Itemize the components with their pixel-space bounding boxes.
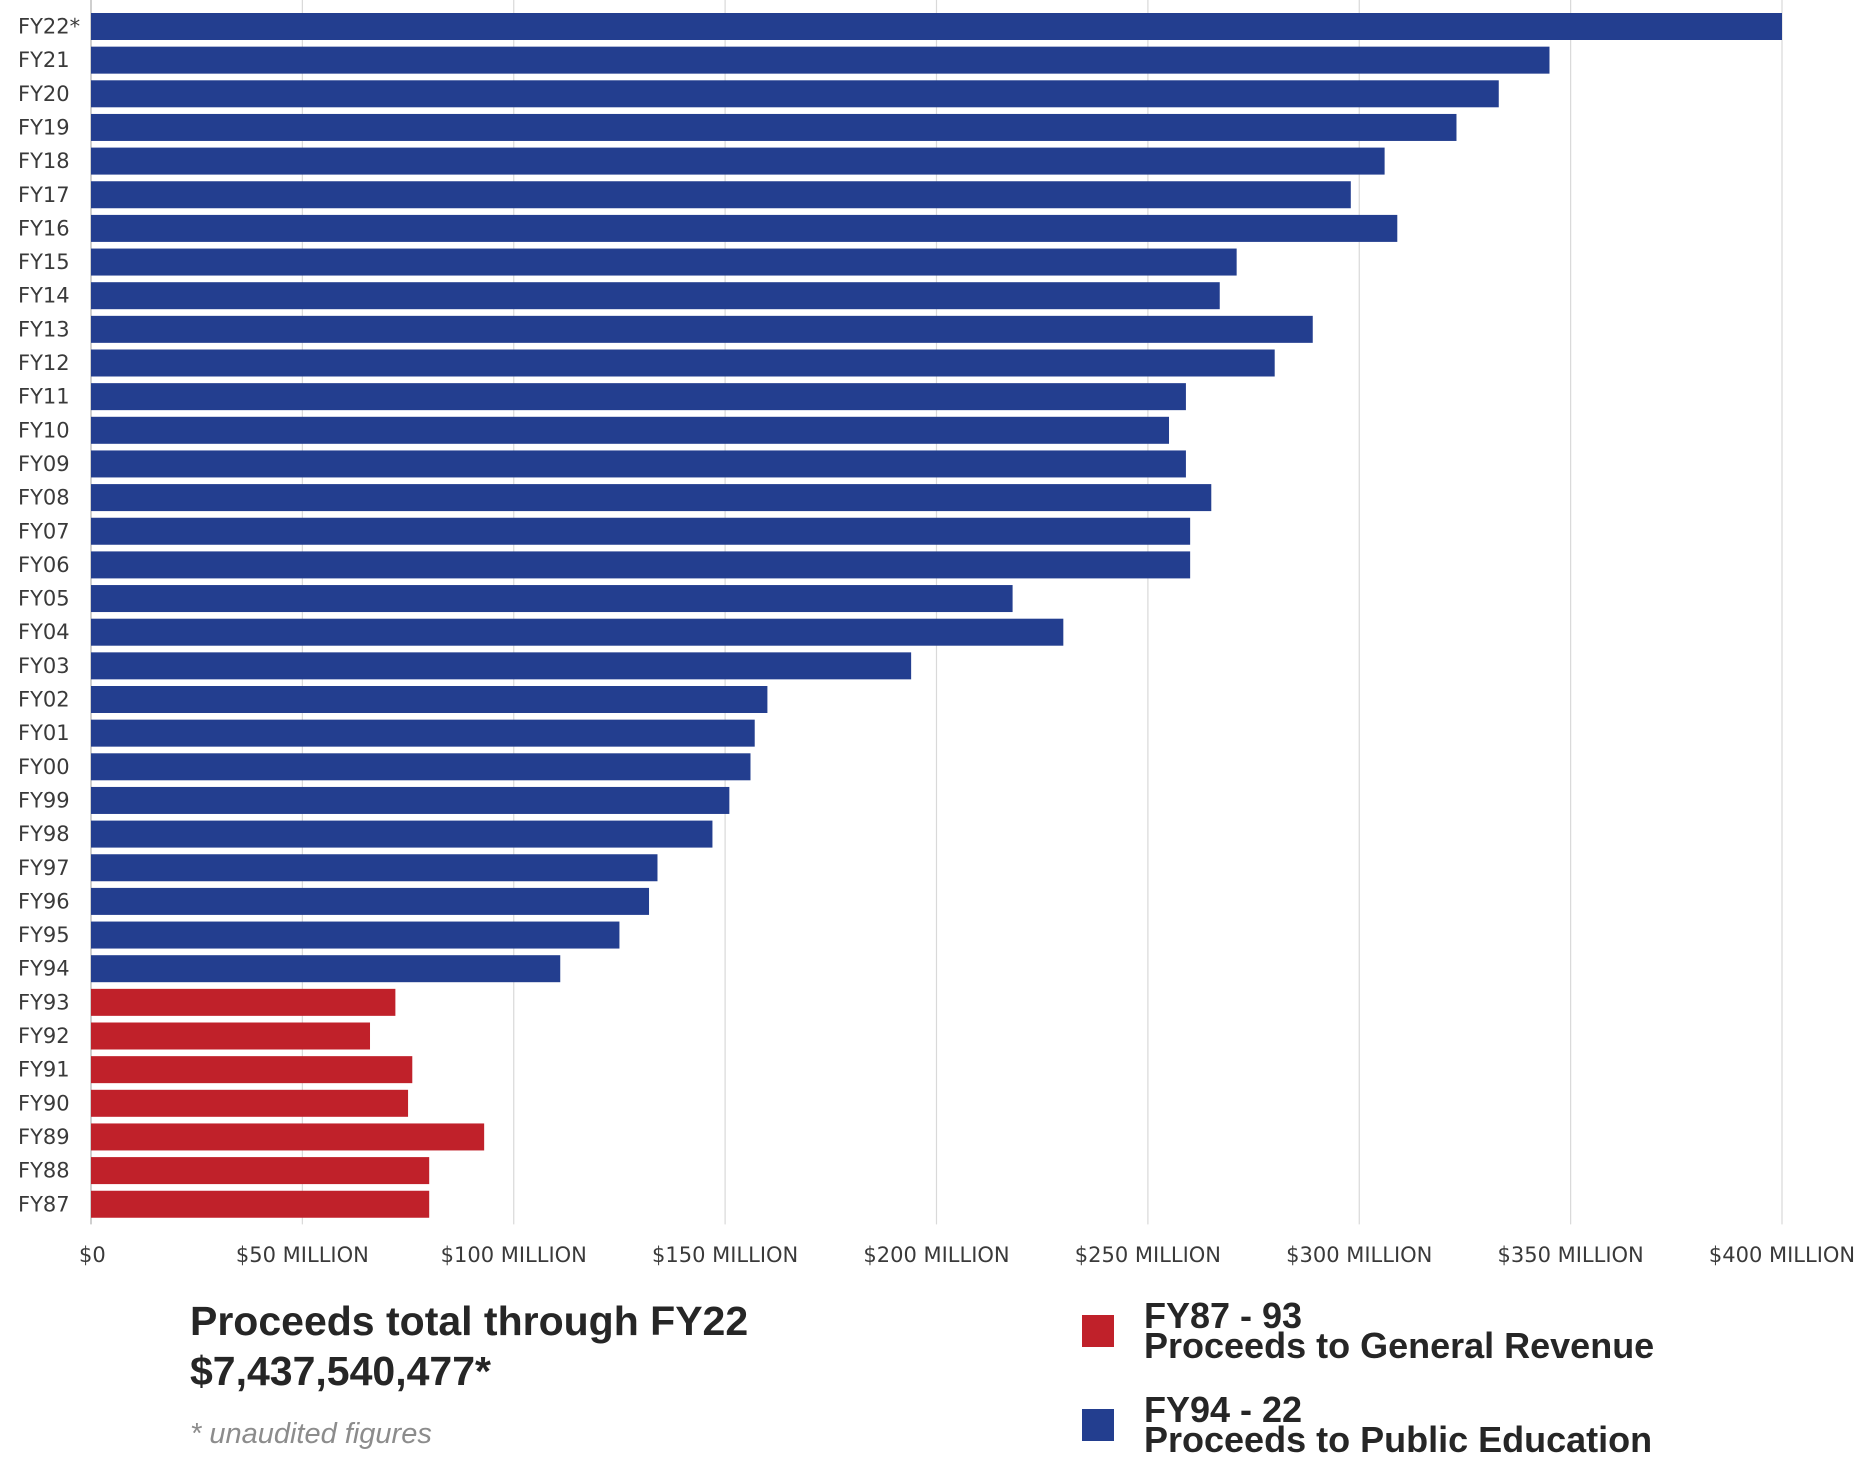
bar-fy92 (91, 1022, 371, 1050)
summary-title: Proceeds total through FY22 (190, 1298, 749, 1344)
bar-fy20 (91, 80, 1499, 108)
category-label: FY17 (18, 183, 70, 207)
bar-fy98 (91, 820, 713, 848)
legend-swatch-general-revenue (1082, 1315, 1114, 1347)
legend-range-public-education: FY94 - 22 (1144, 1389, 1303, 1430)
category-label: FY00 (18, 755, 70, 779)
category-label: FY94 (18, 957, 70, 981)
x-axis-tick-labels: $0 $50 MILLION $100 MILLION $150 MILLION $20… (79, 1243, 1855, 1267)
unaudited-note: * unaudited figures (190, 1418, 432, 1450)
bar-fy95 (91, 921, 620, 949)
proceeds-summary: Proceeds total through FY22 $7,437,540,4… (190, 1296, 748, 1451)
legend-range-general-revenue: FY87 - 93 (1144, 1295, 1303, 1336)
category-label: FY04 (18, 620, 70, 644)
x-tick-label: $250 MILLION (1075, 1243, 1221, 1267)
category-label: FY93 (18, 990, 70, 1014)
bar-fy08 (91, 484, 1212, 512)
bar-fy91 (91, 1056, 413, 1084)
legend-label-public-education: FY94 - 22 Proceeds to Public Education (1144, 1389, 1653, 1460)
category-label: FY99 (18, 788, 70, 812)
summary-total: $7,437,540,477* (190, 1348, 491, 1394)
bar-fy11 (91, 383, 1186, 411)
category-labels: FY22* FY21 FY20 FY19 FY18 FY17 FY16 FY15 FY14 FY1… (18, 15, 80, 1217)
bar-fy07 (91, 517, 1191, 545)
bar-fy18 (91, 147, 1385, 175)
bar-fy14 (91, 282, 1220, 310)
category-label: FY90 (18, 1091, 70, 1115)
category-label: FY02 (18, 688, 70, 712)
x-tick-label: $100 MILLION (441, 1243, 587, 1267)
bar-fy12 (91, 349, 1275, 377)
legend-desc-general-revenue: Proceeds to General Revenue (1144, 1325, 1655, 1366)
bar-fy90 (91, 1089, 409, 1117)
bar-fy03 (91, 652, 912, 680)
bar-fy94 (91, 955, 561, 983)
category-label: FY91 (18, 1058, 70, 1082)
category-label: FY12 (18, 351, 70, 375)
bar-fy15 (91, 248, 1237, 276)
bar-fy10 (91, 416, 1170, 444)
category-label: FY16 (18, 216, 70, 240)
bar-fy04 (91, 618, 1064, 646)
category-label: FY14 (18, 284, 70, 308)
x-tick-label: $0 (79, 1243, 106, 1267)
category-label: FY20 (18, 82, 70, 106)
bar-fy09 (91, 450, 1186, 478)
x-tick-label: $300 MILLION (1286, 1243, 1432, 1267)
category-label: FY92 (18, 1024, 70, 1048)
legend-desc-public-education: Proceeds to Public Education (1144, 1419, 1653, 1460)
category-label: FY06 (18, 553, 70, 577)
bar-fy87 (91, 1190, 430, 1218)
bar-fy17 (91, 181, 1351, 209)
bar-fy01 (91, 719, 755, 747)
x-tick-label: $50 MILLION (236, 1243, 369, 1267)
category-label: FY22* (18, 15, 80, 39)
category-label: FY05 (18, 587, 70, 611)
category-label: FY11 (18, 385, 70, 409)
category-label: FY10 (18, 418, 70, 442)
x-tick-label: $150 MILLION (652, 1243, 798, 1267)
legend-item-public-education: FY94 - 22 Proceeds to Public Education (1082, 1389, 1653, 1460)
bar-fy89 (91, 1123, 485, 1151)
bar-fy06 (91, 551, 1191, 579)
category-label: FY87 (18, 1192, 70, 1216)
category-label: FY01 (18, 721, 70, 745)
bar-fy21 (91, 46, 1550, 74)
bar-fy02 (91, 686, 768, 713)
category-label: FY18 (18, 149, 70, 173)
category-label: FY88 (18, 1159, 70, 1183)
bar-fy00 (91, 753, 751, 781)
bar-fy96 (91, 887, 650, 915)
x-tick-label: $350 MILLION (1497, 1243, 1643, 1267)
bar-fy99 (91, 786, 730, 814)
bar-fy93 (91, 988, 396, 1016)
bar-fy88 (91, 1157, 430, 1185)
category-label: FY19 (18, 115, 70, 139)
category-label: FY15 (18, 250, 70, 274)
category-label: FY09 (18, 452, 70, 476)
category-label: FY08 (18, 486, 70, 510)
category-label: FY03 (18, 654, 70, 678)
bars (91, 13, 1782, 1218)
category-label: FY95 (18, 923, 70, 947)
category-label: FY98 (18, 822, 70, 846)
category-label: FY07 (18, 519, 70, 543)
bar-fy19 (91, 113, 1457, 141)
bar-fy05 (91, 585, 1013, 613)
category-label: FY96 (18, 889, 70, 913)
category-label: FY89 (18, 1125, 70, 1149)
legend-item-general-revenue: FY87 - 93 Proceeds to General Revenue (1082, 1295, 1655, 1366)
bar-fy16 (91, 214, 1398, 242)
category-label: FY13 (18, 317, 70, 341)
category-label: FY21 (18, 48, 70, 72)
category-label: FY97 (18, 856, 70, 880)
bar-chart: FY22* FY21 FY20 FY19 FY18 FY17 FY16 FY15 FY14 FY1… (18, 0, 1855, 1267)
legend-swatch-public-education (1082, 1409, 1114, 1441)
legend-label-general-revenue: FY87 - 93 Proceeds to General Revenue (1144, 1295, 1655, 1366)
x-tick-label: $400 MILLION (1709, 1243, 1855, 1267)
bar-fy13 (91, 315, 1313, 343)
bar-fy97 (91, 854, 658, 882)
bar-fy22 (91, 13, 1782, 40)
x-tick-label: $200 MILLION (863, 1243, 1009, 1267)
